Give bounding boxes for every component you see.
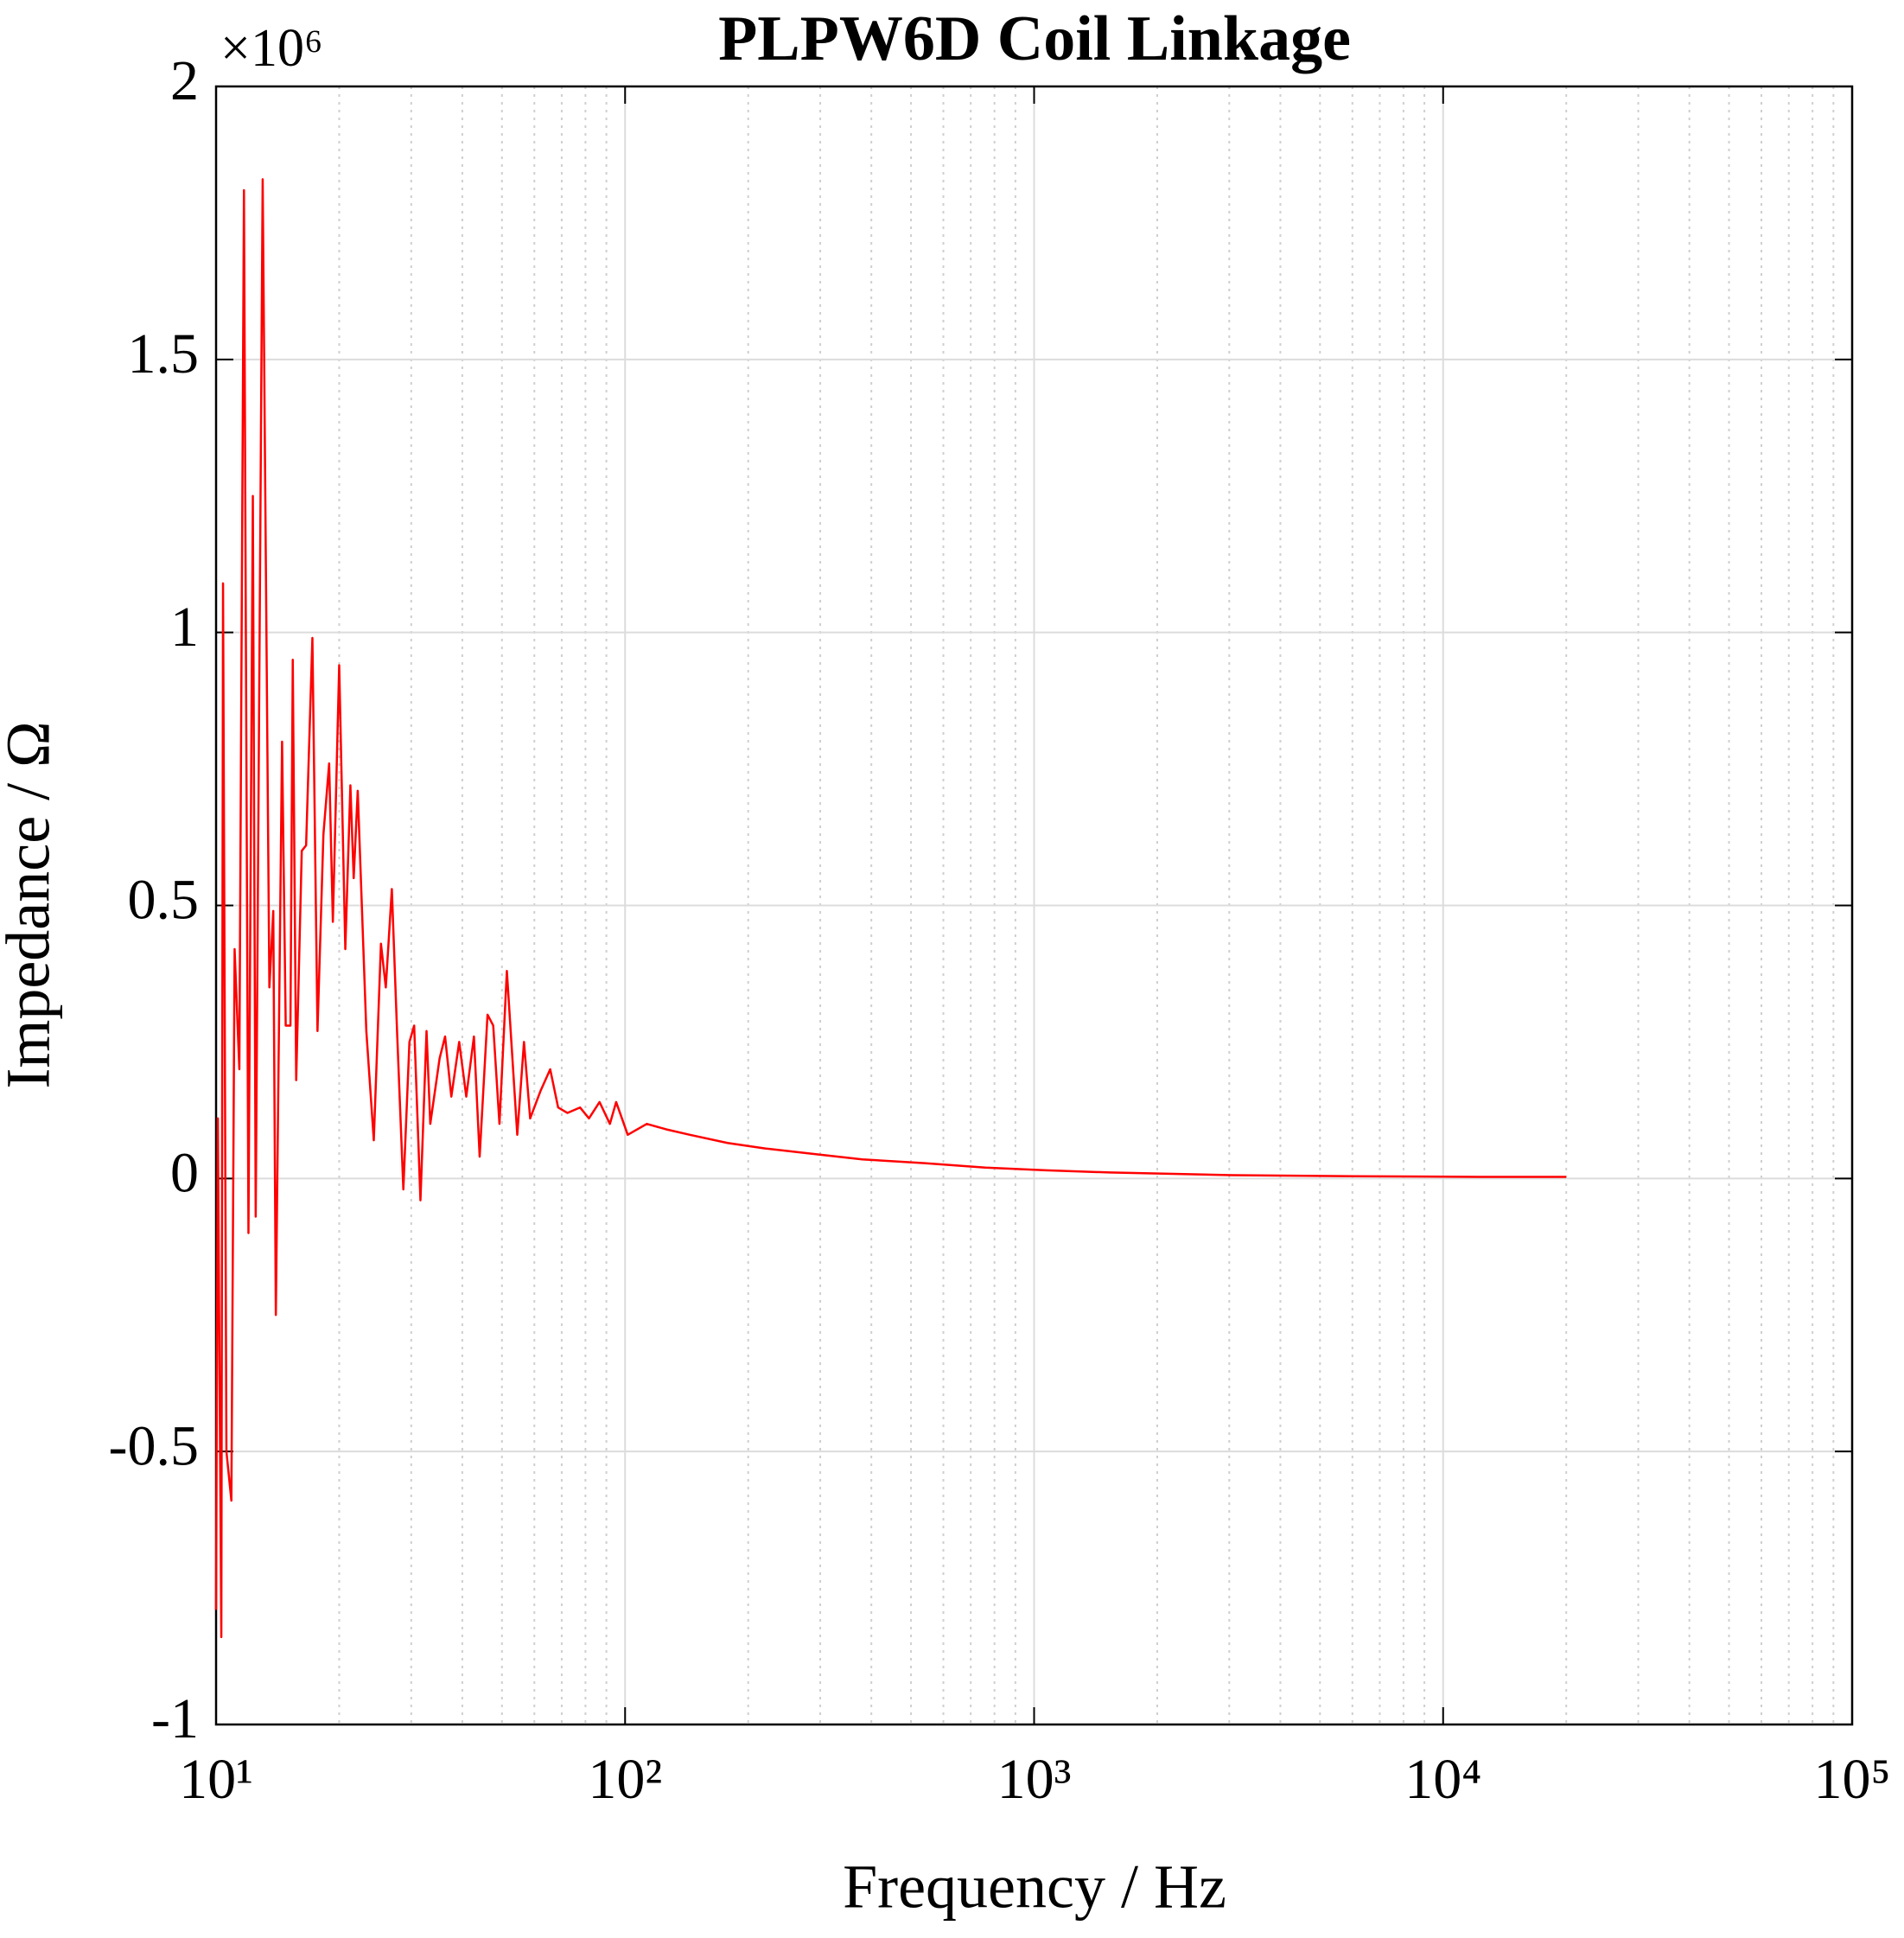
- y-multiplier: ×10⁶: [220, 19, 323, 78]
- y-tick-label: -1: [151, 1687, 199, 1750]
- x-tick-label: 10²: [588, 1748, 662, 1811]
- plot-frame: [214, 85, 1854, 1726]
- y-tick-label: 0.5: [128, 869, 200, 932]
- y-tick-label: 2: [170, 49, 199, 112]
- y-tick-label: 1: [170, 596, 199, 659]
- x-tick-label: 10³: [997, 1748, 1072, 1811]
- y-tick-label: -0.5: [109, 1414, 199, 1477]
- x-tick-label: 10⁵: [1813, 1748, 1890, 1811]
- y-axis-label: Impedance / Ω: [0, 721, 63, 1088]
- y-tick-label: 0: [170, 1141, 199, 1204]
- x-axis-label: Frequency / Hz: [843, 1852, 1226, 1922]
- data-line: [214, 178, 1567, 1639]
- x-tick-label: 10⁴: [1404, 1748, 1481, 1811]
- y-tick-label: 1.5: [128, 322, 200, 386]
- x-tick-label: 10¹: [179, 1748, 253, 1811]
- chart-title: PLPW6D Coil Linkage: [718, 3, 1351, 74]
